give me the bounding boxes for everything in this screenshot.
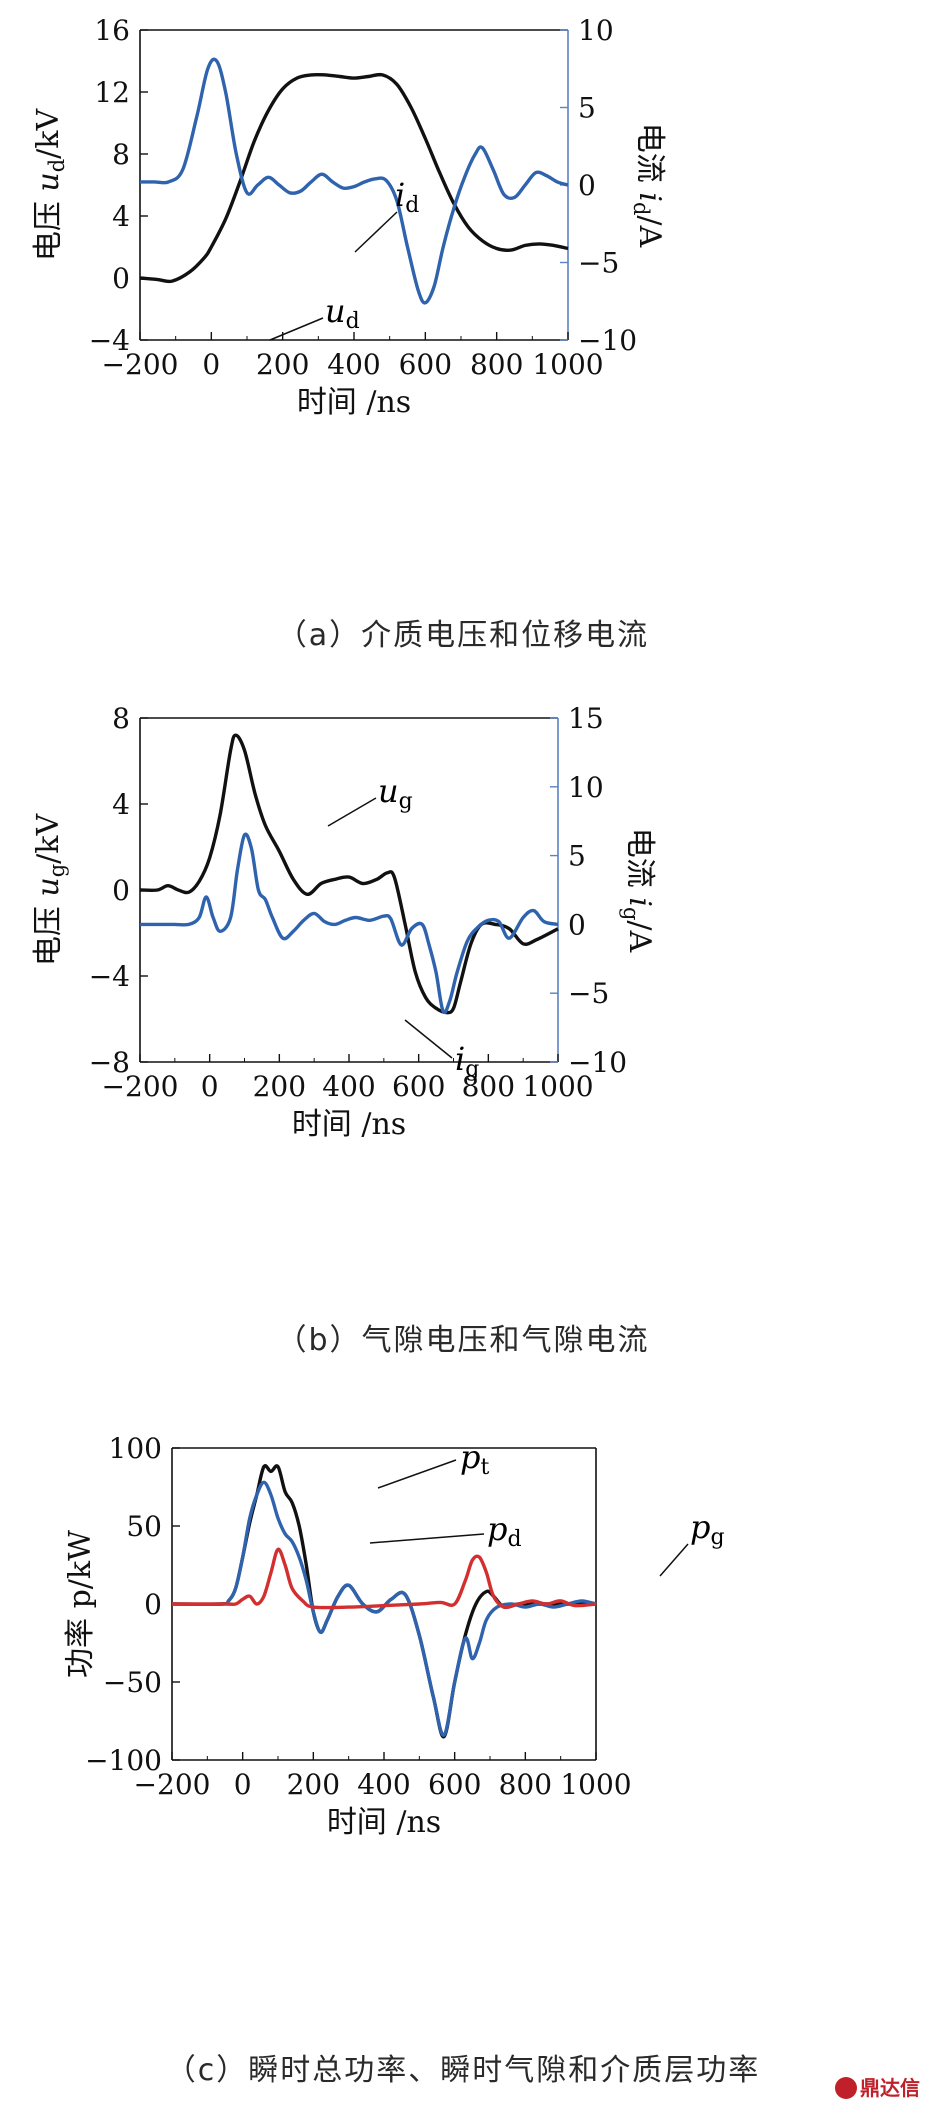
chart-b-axes: −200 0 200 400 600 800 1000 −8 −4 0 4 8 −10 −5 0 5 10 15 时…: [31, 702, 657, 1142]
y-axis-label: 电压 ug/kV: [31, 813, 69, 967]
annotation-i-d: id: [395, 176, 419, 218]
x-tick-label: 200: [256, 348, 309, 381]
x-tick-label: 600: [399, 348, 452, 381]
y-right-tick-label: −10: [578, 324, 637, 357]
y-tick-label: 0: [112, 874, 130, 907]
annotation-u-g: ug: [378, 772, 413, 814]
x-axis-label: 时间 /ns: [327, 1805, 441, 1840]
x-tick-label: 400: [327, 348, 380, 381]
y-tick-label: 50: [126, 1510, 162, 1543]
y-tick-label: −4: [89, 324, 130, 357]
y-right-tick-label: 10: [568, 771, 604, 804]
x-tick-label: 0: [202, 348, 220, 381]
series-line-p-g: [171, 1547, 597, 1610]
chart-a-annotations: id ud: [269, 176, 419, 341]
y-right-axis-label: 电流 ig/A: [619, 828, 657, 953]
annotation-i-g-leader: [404, 1019, 453, 1059]
annotation-u-g-leader: [327, 797, 377, 827]
x-axis-label: 时间 /ns: [292, 1107, 406, 1142]
y-right-tick-label: 5: [568, 840, 586, 873]
x-tick-label: −200: [102, 1070, 179, 1103]
y-tick-label: 8: [112, 138, 130, 171]
caption-b: （b）气隙电压和气隙电流: [276, 1323, 650, 1358]
y-right-tick-label: −5: [578, 247, 619, 280]
chart-b-series: [139, 733, 559, 1015]
annotation-u-d: ud: [325, 292, 360, 334]
y-right-tick-label: 5: [578, 92, 596, 125]
x-tick-label: 800: [470, 348, 523, 381]
watermark-text: 鼎达信: [860, 2076, 920, 2100]
x-tick-label: 400: [322, 1070, 375, 1103]
annotation-p-g-leader: [659, 1543, 689, 1577]
chart-a-axes: −200 0 200 400 600 800 1000 −4 0 4 8 12 16 −10 −5 0 5 10 时…: [31, 14, 667, 420]
y-tick-label: 16: [94, 14, 130, 47]
annotation-i-d-leader: [354, 211, 398, 253]
y-right-tick-label: 15: [568, 702, 604, 735]
x-tick-label: −200: [102, 348, 179, 381]
y-tick-label: −100: [85, 1744, 162, 1777]
annotation-p-t: pt: [460, 1438, 489, 1480]
watermark: 鼎达信: [835, 2072, 920, 2101]
x-tick-label: 600: [428, 1768, 481, 1801]
chart-b-annotations: ug ig: [327, 772, 479, 1082]
y-tick-label: −8: [89, 1046, 130, 1079]
annotation-p-d-leader: [369, 1533, 485, 1544]
chart-c-annotations: pt pd pg: [369, 1438, 725, 1577]
series-line-u-g: [139, 733, 559, 1015]
x-tick-label: 0: [234, 1768, 252, 1801]
series-line-p-d: [171, 1480, 597, 1737]
seal-icon: [835, 2077, 857, 2099]
x-tick-label: 0: [201, 1070, 219, 1103]
y-tick-label: 8: [112, 702, 130, 735]
y-tick-label: −4: [89, 960, 130, 993]
series-line-i-g: [139, 832, 559, 1014]
y-tick-label: 4: [112, 788, 130, 821]
y-tick-label: 100: [109, 1432, 162, 1465]
y-right-tick-label: −10: [568, 1046, 627, 1079]
caption-a: （a）介质电压和位移电流: [276, 618, 650, 653]
annotation-p-t-leader: [377, 1459, 457, 1489]
y-right-tick-label: 10: [578, 14, 614, 47]
y-tick-label: −50: [103, 1666, 162, 1699]
y-tick-label: 12: [94, 76, 130, 109]
x-tick-label: 1000: [532, 348, 603, 381]
caption-c: （c）瞬时总功率、瞬时气隙和介质层功率: [165, 2053, 761, 2088]
x-tick-label: −200: [134, 1768, 211, 1801]
series-line-u-d: [139, 72, 569, 284]
annotation-i-g: ig: [455, 1040, 479, 1082]
annotation-p-d: pd: [487, 1510, 522, 1552]
y-tick-label: 0: [144, 1588, 162, 1621]
y-right-axis-label: 电流 id/A: [629, 123, 667, 248]
x-tick-label: 1000: [560, 1768, 631, 1801]
y-tick-label: 4: [112, 200, 130, 233]
chart-c-axes: −200 0 200 400 600 800 1000 −100 −50 0 50 100 时间 /ns…: [63, 1432, 632, 1840]
x-tick-label: 800: [499, 1768, 552, 1801]
y-right-tick-label: 0: [568, 908, 586, 941]
x-axis-label: 时间 /ns: [297, 385, 411, 420]
x-tick-label: 200: [253, 1070, 306, 1103]
chart-c-series: [171, 1464, 597, 1739]
chart-b: −200 0 200 400 600 800 1000 −8 −4 0 4 8 −10 −5 0 5 10 15 时…: [31, 702, 657, 1142]
chart-a-series: [139, 57, 569, 305]
chart-a: −200 0 200 400 600 800 1000 −4 0 4 8 12 16 −10 −5 0 5 10 时…: [31, 14, 667, 420]
y-right-tick-label: −5: [568, 977, 609, 1010]
x-tick-label: 1000: [522, 1070, 593, 1103]
x-tick-label: 200: [287, 1768, 340, 1801]
x-tick-label: 600: [392, 1070, 445, 1103]
y-right-tick-label: 0: [578, 169, 596, 202]
series-line-i-d: [140, 57, 569, 305]
x-tick-label: 800: [462, 1070, 515, 1103]
x-tick-label: 400: [357, 1768, 410, 1801]
annotation-p-g: pg: [690, 1508, 725, 1550]
y-axis-label: 电压 ud/kV: [31, 108, 69, 262]
y-axis-label: 功率 p/kW: [63, 1530, 98, 1678]
y-tick-label: 0: [112, 262, 130, 295]
annotation-u-d-leader: [269, 317, 324, 341]
chart-c: −200 0 200 400 600 800 1000 −100 −50 0 50 100 时间 /ns…: [63, 1432, 725, 1840]
